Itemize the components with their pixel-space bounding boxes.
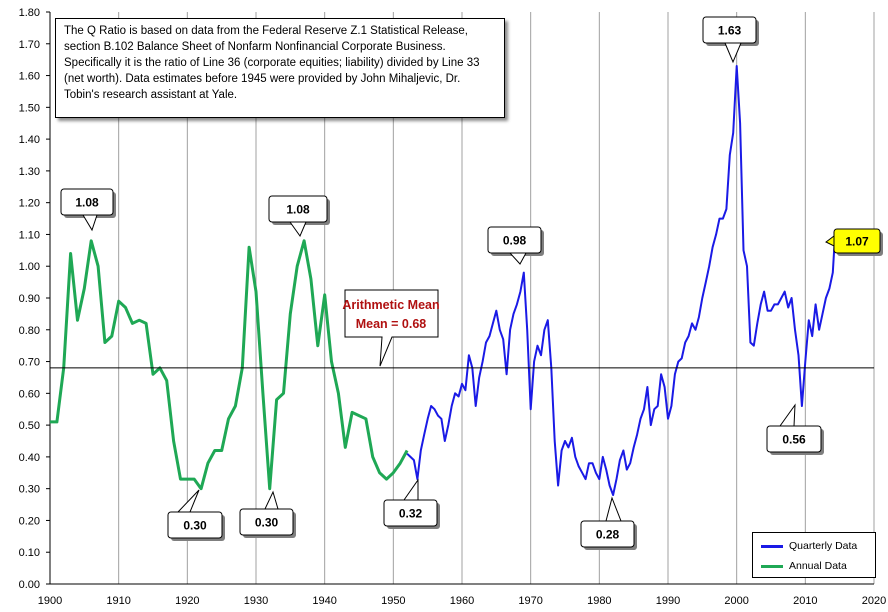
y-tick-label: 1.40 xyxy=(19,134,40,146)
x-tick-label: 1980 xyxy=(587,595,611,607)
callout-pointer xyxy=(724,42,742,64)
callout-value: 1.08 xyxy=(75,196,99,210)
x-tick-label: 1920 xyxy=(175,595,199,607)
callout-pointer xyxy=(264,490,279,510)
callout-pointer xyxy=(403,478,419,501)
mean-line-group: Arithmetic Mean Mean = 0.68 xyxy=(50,289,874,369)
y-tick-label: 1.00 xyxy=(19,261,40,273)
y-tick-label: 0.90 xyxy=(19,293,40,305)
callout-2000: 1.63 xyxy=(702,16,759,64)
callout-2014: 1.07 xyxy=(825,228,883,256)
callout-value: 1.08 xyxy=(286,203,310,217)
y-tick-label: 1.50 xyxy=(19,102,40,114)
y-tick-label: 1.80 xyxy=(19,7,40,19)
x-tick-label: 2010 xyxy=(793,595,817,607)
callout-pointer xyxy=(176,489,200,513)
callout-pointer xyxy=(779,403,796,427)
callout-1922: 0.30 xyxy=(167,489,225,541)
series-lines xyxy=(50,65,836,496)
chart-legend: Quarterly Data Annual Data xyxy=(752,532,876,578)
y-tick-label: 1.60 xyxy=(19,71,40,83)
callout-1932: 0.30 xyxy=(239,490,296,538)
series-line-annual xyxy=(50,239,409,491)
callout-value: 0.30 xyxy=(183,519,207,533)
callout-pointer xyxy=(82,214,98,232)
callout-1969: 0.98 xyxy=(487,226,544,265)
legend-label-quarterly: Quarterly Data xyxy=(789,540,858,552)
y-tick-label: 0.30 xyxy=(19,484,40,496)
legend-label-annual: Annual Data xyxy=(789,560,847,572)
legend-item-quarterly: Quarterly Data xyxy=(761,539,857,553)
axes: 1900 1910 1920 1930 1940 1950 1960 1970 1980 1990… xyxy=(19,7,887,607)
y-tick-label: 0.50 xyxy=(19,420,40,432)
x-tick-label: 1910 xyxy=(106,595,130,607)
callout-box xyxy=(167,511,223,539)
callout-pointer xyxy=(508,252,527,265)
x-tick-label: 2020 xyxy=(862,595,886,607)
callout-value: 0.32 xyxy=(399,507,423,521)
callout-2009: 0.56 xyxy=(766,403,824,455)
mean-label-line1: Arithmetic Mean xyxy=(342,298,439,312)
series-line-quarterly xyxy=(406,65,836,496)
mean-label-line2: Mean = 0.68 xyxy=(356,317,427,331)
x-tick-label: 1990 xyxy=(656,595,680,607)
callout-value: 1.07 xyxy=(845,235,869,249)
x-tick-label: 1960 xyxy=(450,595,474,607)
callout-1906: 1.08 xyxy=(60,188,116,232)
x-tick-label: 1900 xyxy=(38,595,62,607)
y-tick-label: 0.20 xyxy=(19,515,40,527)
y-tick-label: 1.30 xyxy=(19,166,40,178)
methodology-note: The Q Ratio is based on data from the Fe… xyxy=(55,18,505,118)
x-tick-label: 2000 xyxy=(724,595,748,607)
mean-callout-box xyxy=(344,289,439,367)
y-tick-label: 1.70 xyxy=(19,39,40,51)
x-tick-label: 1940 xyxy=(312,595,336,607)
y-tick-label: 1.20 xyxy=(19,198,40,210)
callout-1937: 1.08 xyxy=(268,195,330,238)
callout-1953: 0.32 xyxy=(383,478,440,529)
x-tick-label: 1970 xyxy=(518,595,542,607)
x-tick-label: 1930 xyxy=(244,595,268,607)
legend-swatch-annual xyxy=(761,564,783,568)
y-tick-label: 0.60 xyxy=(19,388,40,400)
callout-value: 0.98 xyxy=(503,234,527,248)
legend-item-annual: Annual Data xyxy=(761,559,847,573)
y-tick-label: 0.80 xyxy=(19,325,40,337)
callout-value: 0.30 xyxy=(255,516,279,530)
callout-pointer xyxy=(605,496,622,522)
x-tick-label: 1950 xyxy=(381,595,405,607)
callouts: 1.08 1.08 0.98 1.63 0.30 0.30 0.32 0.28 0.56 1.07 xyxy=(60,16,883,550)
callout-pointer xyxy=(825,235,835,247)
callout-value: 1.63 xyxy=(718,24,742,38)
callout-1982: 0.28 xyxy=(580,496,637,550)
legend-swatch-quarterly xyxy=(761,544,783,548)
y-tick-label: 0.70 xyxy=(19,357,40,369)
y-tick-label: 0.10 xyxy=(19,547,40,559)
callout-pointer xyxy=(289,221,307,238)
y-tick-label: 0.00 xyxy=(19,579,40,591)
callout-value: 0.28 xyxy=(596,528,620,542)
y-tick-label: 0.40 xyxy=(19,452,40,464)
mean-callout: Arithmetic Mean Mean = 0.68 xyxy=(342,289,440,367)
y-tick-label: 1.10 xyxy=(19,229,40,241)
callout-value: 0.56 xyxy=(782,433,806,447)
